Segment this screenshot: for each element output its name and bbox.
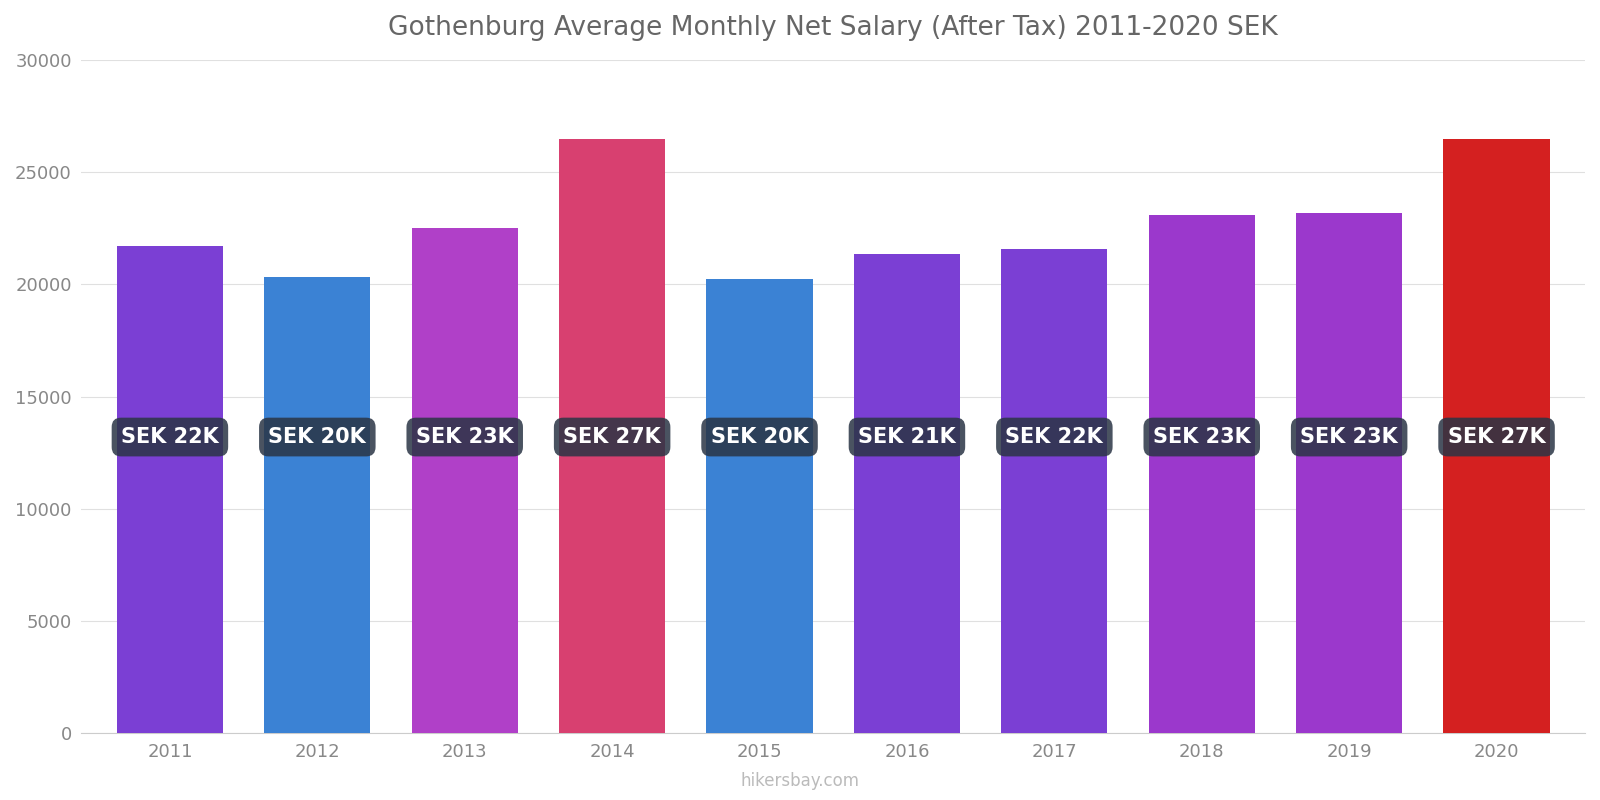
Text: SEK 20K: SEK 20K xyxy=(269,427,366,447)
Text: SEK 21K: SEK 21K xyxy=(858,427,955,447)
Bar xyxy=(1296,213,1402,734)
Text: SEK 27K: SEK 27K xyxy=(563,427,661,447)
Text: SEK 23K: SEK 23K xyxy=(1154,427,1251,447)
Bar xyxy=(558,138,666,734)
Bar xyxy=(854,254,960,734)
Text: SEK 22K: SEK 22K xyxy=(122,427,219,447)
Bar xyxy=(1002,249,1107,734)
Bar xyxy=(1443,138,1550,734)
Text: SEK 23K: SEK 23K xyxy=(416,427,514,447)
Bar xyxy=(117,246,222,734)
Title: Gothenburg Average Monthly Net Salary (After Tax) 2011-2020 SEK: Gothenburg Average Monthly Net Salary (A… xyxy=(389,15,1278,41)
Bar xyxy=(1149,215,1254,734)
Text: SEK 23K: SEK 23K xyxy=(1301,427,1398,447)
Bar xyxy=(411,228,518,734)
Text: SEK 20K: SEK 20K xyxy=(710,427,808,447)
Bar xyxy=(264,277,370,734)
Text: hikersbay.com: hikersbay.com xyxy=(741,773,859,790)
Bar xyxy=(707,279,813,734)
Text: SEK 22K: SEK 22K xyxy=(1005,427,1104,447)
Text: SEK 27K: SEK 27K xyxy=(1448,427,1546,447)
